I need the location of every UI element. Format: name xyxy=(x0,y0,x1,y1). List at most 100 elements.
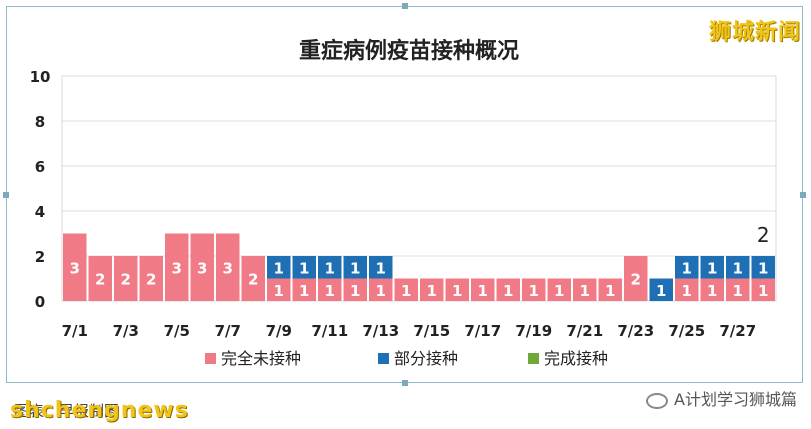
bar-value-label: 1 xyxy=(299,259,309,277)
legend-label: 部分接种 xyxy=(394,349,458,368)
brand-logo: 狮城新闻 xyxy=(708,20,801,45)
bar-value-label: 2 xyxy=(248,271,258,289)
bar-value-label: 1 xyxy=(707,259,717,277)
bar xyxy=(241,256,265,301)
bar-value-label: 1 xyxy=(733,259,743,277)
bar xyxy=(726,278,750,301)
bar-value-label: 2 xyxy=(631,271,641,289)
bar xyxy=(573,278,597,301)
bar xyxy=(343,256,367,279)
bar xyxy=(598,278,622,301)
bar-value-label: 1 xyxy=(580,282,590,300)
bar-value-label: 1 xyxy=(758,282,768,300)
bar xyxy=(675,256,699,279)
bar xyxy=(88,256,112,301)
bar xyxy=(649,278,673,301)
x-tick-label: 7/25 xyxy=(668,322,705,340)
bar xyxy=(471,278,495,301)
watermark-logo: shchengnews xyxy=(10,398,189,423)
frame-handle-top[interactable] xyxy=(402,3,408,9)
bar xyxy=(318,256,342,279)
bar xyxy=(369,278,393,301)
bar xyxy=(420,278,444,301)
x-tick-label: 7/15 xyxy=(413,322,450,340)
wechat-icon xyxy=(646,392,669,409)
bar-value-label: 1 xyxy=(427,282,437,300)
bar-value-label: 1 xyxy=(554,282,564,300)
bar xyxy=(751,278,775,301)
bar-value-label: 1 xyxy=(503,282,513,300)
bar xyxy=(292,256,316,279)
bar-value-label: 1 xyxy=(452,282,462,300)
bar-value-label: 1 xyxy=(656,282,666,300)
bar xyxy=(267,278,291,301)
bar-value-label: 1 xyxy=(274,282,284,300)
bar-value-label: 3 xyxy=(70,259,80,277)
bar-value-label: 1 xyxy=(325,282,335,300)
bar-value-label: 3 xyxy=(197,259,207,277)
bar-value-label: 1 xyxy=(758,259,768,277)
bar xyxy=(114,256,138,301)
bar-value-label: 1 xyxy=(682,282,692,300)
x-tick-label: 7/5 xyxy=(164,322,190,340)
x-tick-label: 7/3 xyxy=(113,322,139,340)
bar xyxy=(318,278,342,301)
bar-value-label: 1 xyxy=(325,259,335,277)
bar-value-label: 1 xyxy=(350,282,360,300)
y-tick-label: 4 xyxy=(35,203,45,221)
bar-value-label: 3 xyxy=(223,259,233,277)
bar xyxy=(700,278,724,301)
legend-label: 完全未接种 xyxy=(221,349,301,368)
source-label: 图表：早报制图 xyxy=(14,402,120,420)
bar-value-label: 2 xyxy=(121,271,131,289)
y-tick-label: 10 xyxy=(30,68,51,86)
bar xyxy=(267,256,291,279)
bar xyxy=(139,256,163,301)
bar-value-label: 1 xyxy=(376,259,386,277)
frame-handle-left[interactable] xyxy=(3,192,9,198)
bar-value-label: 2 xyxy=(146,271,156,289)
x-tick-label: 7/11 xyxy=(311,322,348,340)
x-tick-label: 7/21 xyxy=(566,322,603,340)
bar-value-label: 1 xyxy=(478,282,488,300)
total-annotation: 2 xyxy=(757,223,770,247)
x-tick-label: 7/7 xyxy=(215,322,241,340)
bar xyxy=(190,233,214,301)
chart-title: 重症病例疫苗接种概况 xyxy=(299,38,519,64)
bar-value-label: 1 xyxy=(274,259,284,277)
x-tick-label: 7/13 xyxy=(362,322,399,340)
bar xyxy=(369,256,393,279)
bar-value-label: 1 xyxy=(299,282,309,300)
bar-value-label: 1 xyxy=(376,282,386,300)
x-tick-label: 7/1 xyxy=(62,322,88,340)
legend-label: 完成接种 xyxy=(544,349,608,368)
y-tick-label: 8 xyxy=(35,113,45,131)
x-tick-label: 7/27 xyxy=(719,322,756,340)
bar-value-label: 1 xyxy=(605,282,615,300)
bar xyxy=(343,278,367,301)
bar xyxy=(63,233,87,301)
bar-value-label: 2 xyxy=(95,271,105,289)
bar xyxy=(216,233,240,301)
bar xyxy=(700,256,724,279)
legend-swatch xyxy=(205,353,216,364)
frame-handle-right[interactable] xyxy=(800,192,806,198)
bar-value-label: 1 xyxy=(529,282,539,300)
bar xyxy=(394,278,418,301)
bar-value-label: 3 xyxy=(172,259,182,277)
y-tick-label: 0 xyxy=(35,293,45,311)
bar xyxy=(522,278,546,301)
wechat-credit: A计划学习狮城篇 xyxy=(646,386,797,410)
bar-value-label: 1 xyxy=(733,282,743,300)
x-tick-label: 7/19 xyxy=(515,322,552,340)
wechat-account-label: A计划学习狮城篇 xyxy=(674,390,797,409)
bar xyxy=(292,278,316,301)
bar xyxy=(547,278,571,301)
bar xyxy=(624,256,648,301)
frame-handle-bottom[interactable] xyxy=(402,380,408,386)
y-tick-label: 6 xyxy=(35,158,45,176)
x-tick-label: 7/23 xyxy=(617,322,654,340)
x-tick-label: 7/17 xyxy=(464,322,501,340)
bar xyxy=(726,256,750,279)
